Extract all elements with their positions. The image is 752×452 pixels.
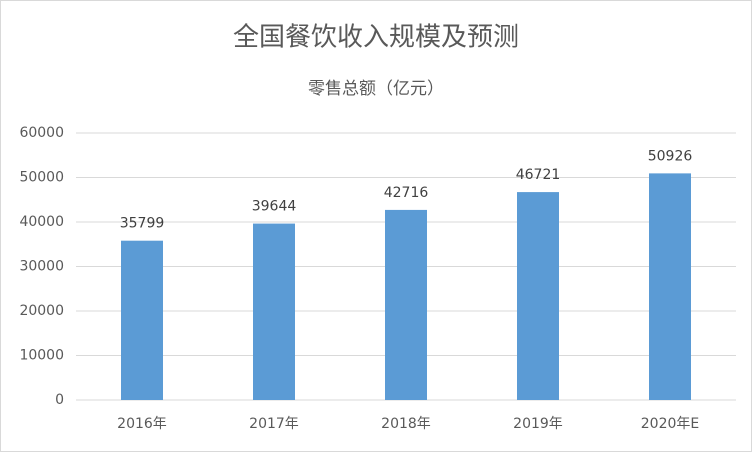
x-tick-label: 2016年 [117,416,167,432]
chart-title: 全国餐饮收入规模及预测 [233,23,519,53]
bar [253,223,295,400]
value-label: 39644 [252,199,297,215]
value-label: 35799 [120,216,165,232]
x-tick-label: 2019年 [513,416,563,432]
chart-subtitle: 零售总额（亿元） [308,79,444,99]
y-tick-label: 30000 [19,259,64,275]
value-label: 50926 [648,148,693,164]
y-tick-label: 50000 [19,170,64,186]
y-tick-label: 60000 [19,125,64,141]
x-tick-label: 2018年 [381,416,431,432]
x-tick-label: 2017年 [249,416,299,432]
y-tick-label: 10000 [19,348,64,364]
bar [385,209,427,400]
y-tick-label: 20000 [19,303,64,319]
y-tick-label: 0 [55,392,64,408]
bar [517,192,559,400]
x-tick-label: 2020年E [641,416,699,432]
bar [121,240,163,400]
bar [649,173,691,400]
value-label: 42716 [384,185,429,201]
y-tick-label: 40000 [19,214,64,230]
value-label: 46721 [516,167,561,183]
